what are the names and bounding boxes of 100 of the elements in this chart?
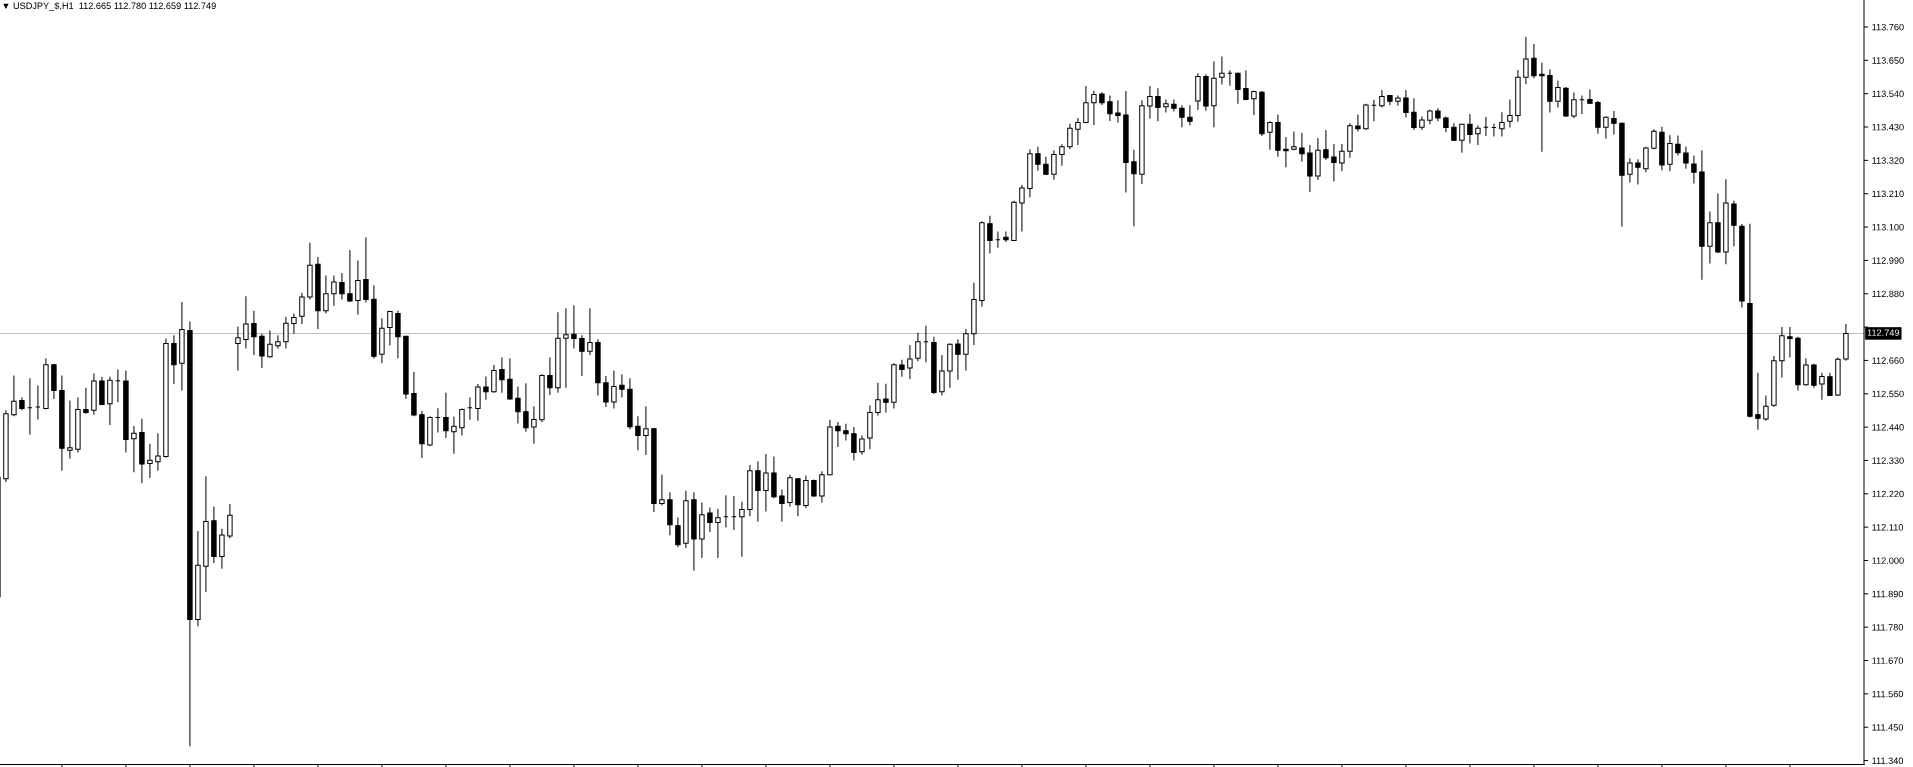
- y-tick-label: 112.550: [1872, 390, 1904, 398]
- candlestick: [275, 334, 281, 350]
- candlestick: [1067, 123, 1073, 150]
- candlestick: [1803, 357, 1809, 387]
- candlestick: [1219, 55, 1225, 86]
- candlestick: [1603, 115, 1609, 140]
- candlestick: [1395, 94, 1401, 107]
- candlestick: [1235, 72, 1241, 105]
- y-tick-label: 112.660: [1872, 357, 1904, 364]
- candlestick: [1107, 94, 1113, 122]
- candlestick: [459, 408, 465, 437]
- candlestick: [363, 236, 369, 304]
- candlestick: [483, 375, 489, 401]
- candlestick: [907, 344, 913, 380]
- candlestick: [243, 295, 249, 350]
- y-tick-label: 111.890: [1872, 590, 1904, 598]
- candlestick: [939, 354, 945, 397]
- candlestick: [675, 516, 681, 548]
- candlestick: [1179, 104, 1185, 128]
- candlestick: [331, 275, 337, 307]
- candlestick: [1403, 89, 1409, 118]
- candlestick: [1459, 123, 1465, 154]
- candlestick: [267, 329, 273, 358]
- candlestick: [1467, 113, 1473, 144]
- candlestick: [235, 325, 241, 371]
- candlestick: [1683, 146, 1689, 170]
- candlestick: [1251, 90, 1257, 116]
- candlestick: [1787, 326, 1793, 358]
- candlestick: [507, 357, 513, 401]
- y-tick-label: 113.100: [1872, 223, 1904, 231]
- candlestick: [1827, 372, 1833, 397]
- candlestick: [1755, 372, 1761, 431]
- candlestick: [1531, 43, 1537, 79]
- candlestick: [739, 501, 745, 558]
- candlestick: [659, 474, 665, 507]
- candlestick: [347, 249, 353, 303]
- candlestick: [1091, 90, 1097, 126]
- candlestick: [603, 375, 609, 408]
- y-tick-label: 112.110: [1872, 524, 1904, 531]
- candlestick: [619, 373, 625, 398]
- chart-title: ▼ USDJPY_$,H1 112.665 112.780 112.659 112.749: [3, 2, 216, 11]
- y-tick-label: 113.320: [1872, 157, 1904, 164]
- candlestick: [579, 334, 585, 377]
- candlestick: [1635, 158, 1641, 186]
- candlestick: [299, 292, 305, 325]
- candlestick: [1075, 117, 1081, 146]
- candlestick: [779, 489, 785, 523]
- candlestick: [67, 399, 73, 460]
- candlestick: [1331, 143, 1337, 183]
- candlestick: [1131, 149, 1137, 227]
- candlestick: [835, 421, 841, 448]
- y-tick-label: 113.430: [1872, 123, 1904, 131]
- candlestick: [387, 310, 393, 347]
- candlestick: [1163, 98, 1169, 113]
- candlestick: [563, 307, 569, 389]
- candlestick: [1003, 231, 1009, 243]
- y-tick-label: 113.540: [1872, 90, 1904, 98]
- candlestick: [443, 392, 449, 439]
- candlestick: [1587, 88, 1593, 105]
- candlestick: [587, 307, 593, 356]
- candlestick: [715, 508, 721, 559]
- candlestick: [1171, 98, 1177, 113]
- candlestick: [843, 423, 849, 441]
- candlestick: [1051, 149, 1057, 181]
- candlestick: [395, 310, 401, 359]
- candlestick: [1763, 395, 1769, 422]
- candlestick: [1499, 111, 1505, 137]
- candlestick: [1675, 135, 1681, 157]
- candlestick: [1187, 104, 1193, 126]
- candlestick: [899, 359, 905, 378]
- y-tick-label: 111.560: [1872, 690, 1904, 698]
- candlestick: [99, 376, 105, 406]
- candlestick: [1083, 85, 1089, 124]
- candlestick: [1355, 114, 1361, 133]
- candlestick: [755, 460, 761, 523]
- candlestick: [355, 259, 361, 316]
- candlestick: [1555, 80, 1561, 109]
- y-tick-label: 113.210: [1872, 190, 1904, 198]
- candlestick: [1267, 120, 1273, 151]
- candlestick: [11, 375, 17, 417]
- candlestick: [883, 383, 889, 414]
- candlestick: [1059, 143, 1065, 167]
- candlestick: [763, 453, 769, 512]
- y-tick-label: 113.650: [1872, 57, 1904, 64]
- candlestick: [1611, 110, 1617, 136]
- candlestick: [1019, 184, 1025, 233]
- y-tick-label: 113.760: [1872, 23, 1904, 31]
- candlestick: [1363, 103, 1369, 131]
- y-tick-label: 111.670: [1872, 657, 1904, 664]
- candlestick: [499, 356, 505, 394]
- candlestick: [1571, 91, 1577, 119]
- candlestick: [1643, 146, 1649, 173]
- candlestick: [963, 328, 969, 371]
- candlestick: [1323, 129, 1329, 161]
- candlestick: [259, 333, 265, 369]
- candlestick: [451, 416, 457, 455]
- y-tick-label: 112.990: [1872, 257, 1904, 264]
- candlestick: [1243, 69, 1249, 101]
- candlestick: [1539, 62, 1545, 153]
- candlestick: [291, 312, 297, 335]
